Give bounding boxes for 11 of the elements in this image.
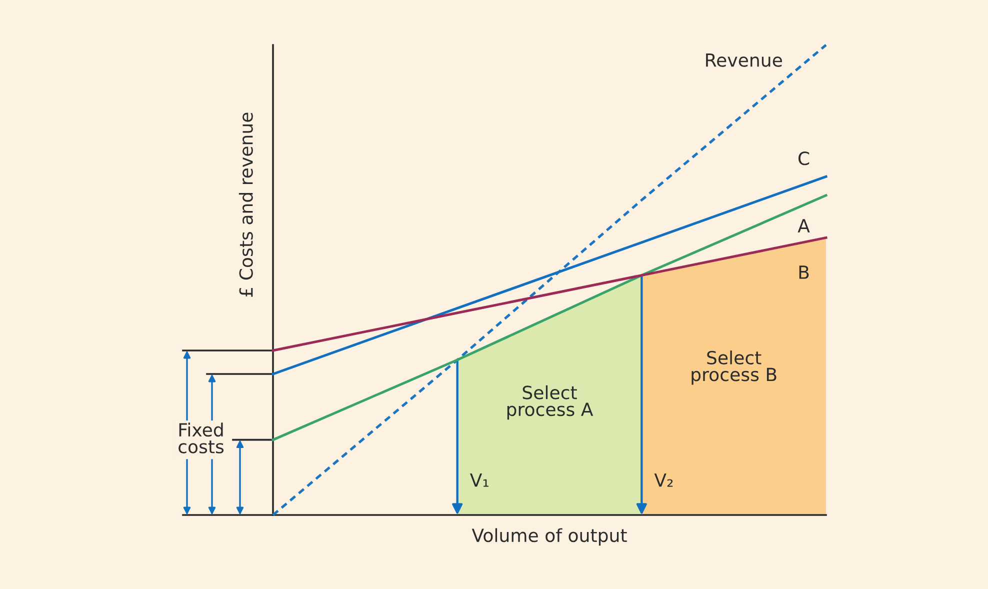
series-label: B: [799, 266, 809, 279]
y-axis-title: £ Costs and revenue: [238, 112, 253, 297]
annotation: V₂: [654, 473, 673, 487]
annotation: V₁: [470, 473, 488, 487]
series-label: A: [798, 219, 810, 232]
series-label: Revenue: [706, 53, 782, 67]
series-label: C: [798, 152, 810, 166]
text: Fixed costs: [178, 422, 224, 454]
series-label: Select process B: [692, 350, 776, 385]
x-axis-title: Volume of output: [472, 528, 627, 546]
series-label: Select process A: [507, 385, 594, 420]
